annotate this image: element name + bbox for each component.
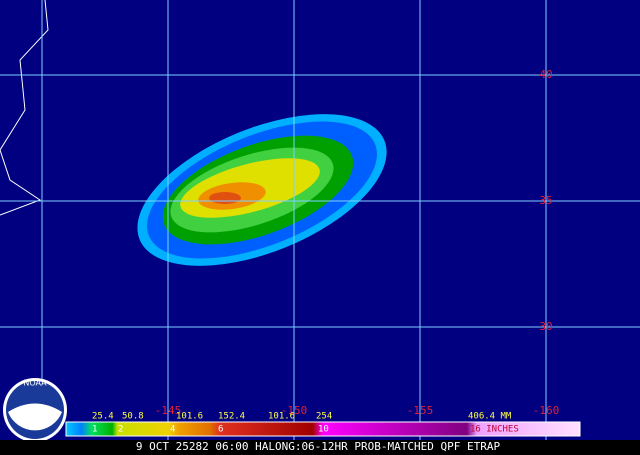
lon-label: -145: [155, 404, 182, 417]
scale-in: 4: [170, 425, 175, 435]
scale-mm: 101.6: [176, 412, 203, 422]
noaa-logo: NOAA: [3, 378, 67, 442]
scale-in: 2: [118, 425, 123, 435]
lat-label: 30: [539, 320, 552, 333]
coastline: [0, 0, 49, 216]
scale-mm: 25.4: [92, 412, 114, 422]
lon-label: -155: [407, 404, 434, 417]
scale-mm: 101.6: [268, 412, 295, 422]
scale-mm: 152.4: [218, 412, 245, 422]
caption-bar: [0, 440, 640, 455]
logo-text: NOAA: [23, 379, 47, 388]
lon-label: -160: [533, 404, 560, 417]
lon-label: -150: [281, 404, 308, 417]
caption: 9 OCT 25282 06:00 HALONG:06-12HR PROB-MA…: [136, 440, 501, 453]
scale-mm: 406.4 MM: [468, 412, 512, 422]
lat-label: 35: [539, 194, 552, 207]
scale-in: 6: [218, 425, 223, 435]
scale-in: 1: [92, 425, 97, 435]
color-bar: [65, 421, 581, 437]
lat-label: 40: [539, 68, 552, 81]
scale-mm: 50.8: [122, 412, 144, 422]
scale-in: 10: [318, 425, 329, 435]
scale-mm: 254: [316, 412, 332, 422]
scale-in: 16 INCHES: [470, 425, 519, 435]
graticule: [0, 0, 640, 440]
